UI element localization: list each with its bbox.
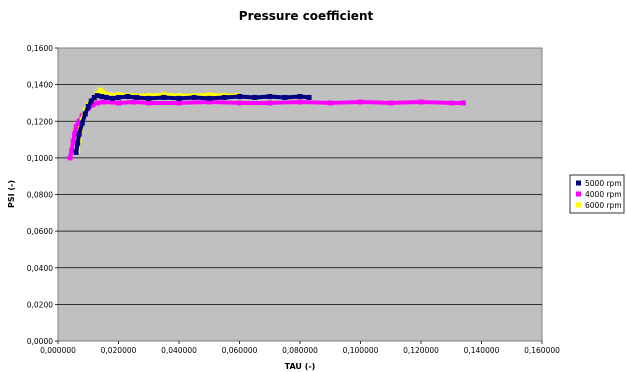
series-layer [67, 87, 466, 161]
legend-marker [576, 202, 581, 208]
data-point [106, 92, 112, 98]
legend-entry: 6000 rpm [585, 201, 622, 210]
legend-marker [576, 191, 581, 197]
data-point [388, 100, 394, 106]
legend: 5000 rpm 4000 rpm 6000 rpm [569, 174, 625, 214]
data-point [76, 118, 82, 124]
x-tick-label: 0,160000 [524, 346, 560, 355]
data-point [297, 94, 303, 100]
data-point [99, 94, 105, 100]
data-point [73, 124, 79, 130]
data-point [116, 92, 121, 98]
data-point [161, 92, 167, 98]
data-point [100, 90, 106, 96]
data-point [100, 99, 106, 105]
data-point [94, 100, 100, 106]
data-point [103, 94, 109, 100]
series-5000-rpm [73, 93, 312, 155]
data-point [221, 94, 227, 100]
data-point [85, 104, 91, 110]
y-tick-label: 0,0800 [27, 191, 53, 200]
x-tick-label: 0,140000 [464, 346, 500, 355]
data-point [70, 138, 76, 144]
data-point [282, 94, 288, 100]
data-point [94, 93, 100, 99]
data-point [76, 131, 82, 137]
data-point [131, 99, 137, 105]
y-tick-label: 0,1000 [27, 154, 53, 163]
gridlines [58, 84, 542, 305]
data-point [90, 102, 96, 108]
data-point [82, 111, 88, 117]
legend-entry: 4000 rpm [585, 190, 622, 199]
data-point [448, 100, 454, 106]
x-tick-label: 0,060000 [222, 346, 258, 355]
y-tick-label: 0,1400 [27, 81, 53, 90]
data-point [176, 95, 182, 101]
x-tick-label: 0,100000 [343, 346, 379, 355]
data-point [358, 99, 363, 105]
data-point [146, 95, 152, 101]
y-tick-label: 0,0600 [27, 227, 53, 236]
data-point [297, 99, 303, 105]
y-tick-label: 0,1600 [27, 44, 53, 53]
data-point [134, 94, 140, 100]
data-point [146, 100, 152, 106]
data-point [125, 94, 131, 100]
data-point [252, 94, 258, 100]
x-axis-ticks: 0,000000 0,020000 0,040000 0,060000 0,080000… [40, 341, 560, 355]
data-point [91, 94, 97, 100]
y-axis-label: PSI (-) [7, 180, 16, 208]
data-point [109, 95, 115, 101]
x-axis-label: TAU (-) [285, 362, 316, 371]
data-point [306, 94, 312, 100]
data-point [116, 94, 121, 100]
y-tick-label: 0,1200 [27, 117, 53, 126]
x-tick-label: 0,080000 [282, 346, 318, 355]
x-tick-label: 0,040000 [161, 346, 197, 355]
data-point [75, 140, 81, 146]
data-point [72, 131, 78, 137]
data-point [176, 100, 182, 106]
data-point [460, 100, 466, 106]
chart-title: Pressure coefficient [239, 9, 374, 23]
data-point [116, 100, 121, 106]
y-axis-ticks: 0,0000 0,0200 0,0400 0,0600 0,0800 0,1000 0,12… [27, 44, 58, 346]
data-point [418, 99, 424, 105]
data-point [267, 100, 273, 106]
data-point [206, 92, 212, 98]
x-tick-label: 0,000000 [40, 346, 76, 355]
data-point [237, 100, 242, 106]
data-point [206, 95, 212, 101]
data-point [79, 120, 85, 126]
data-point [67, 155, 73, 161]
y-tick-label: 0,0000 [27, 337, 53, 346]
legend-marker [576, 180, 581, 186]
data-point [191, 94, 197, 100]
data-point [176, 93, 182, 99]
data-point [146, 93, 152, 99]
data-point [267, 94, 273, 100]
x-tick-label: 0,120000 [403, 346, 439, 355]
data-point [97, 87, 103, 93]
x-tick-label: 0,020000 [101, 346, 137, 355]
data-point [88, 98, 94, 104]
data-point [327, 100, 333, 106]
data-point [161, 94, 167, 100]
y-tick-label: 0,0400 [27, 264, 53, 273]
data-point [69, 148, 75, 154]
legend-entry: 5000 rpm [585, 179, 622, 188]
data-point [206, 99, 212, 105]
data-point [237, 94, 242, 100]
data-point [73, 149, 79, 155]
y-tick-label: 0,0200 [27, 300, 53, 309]
